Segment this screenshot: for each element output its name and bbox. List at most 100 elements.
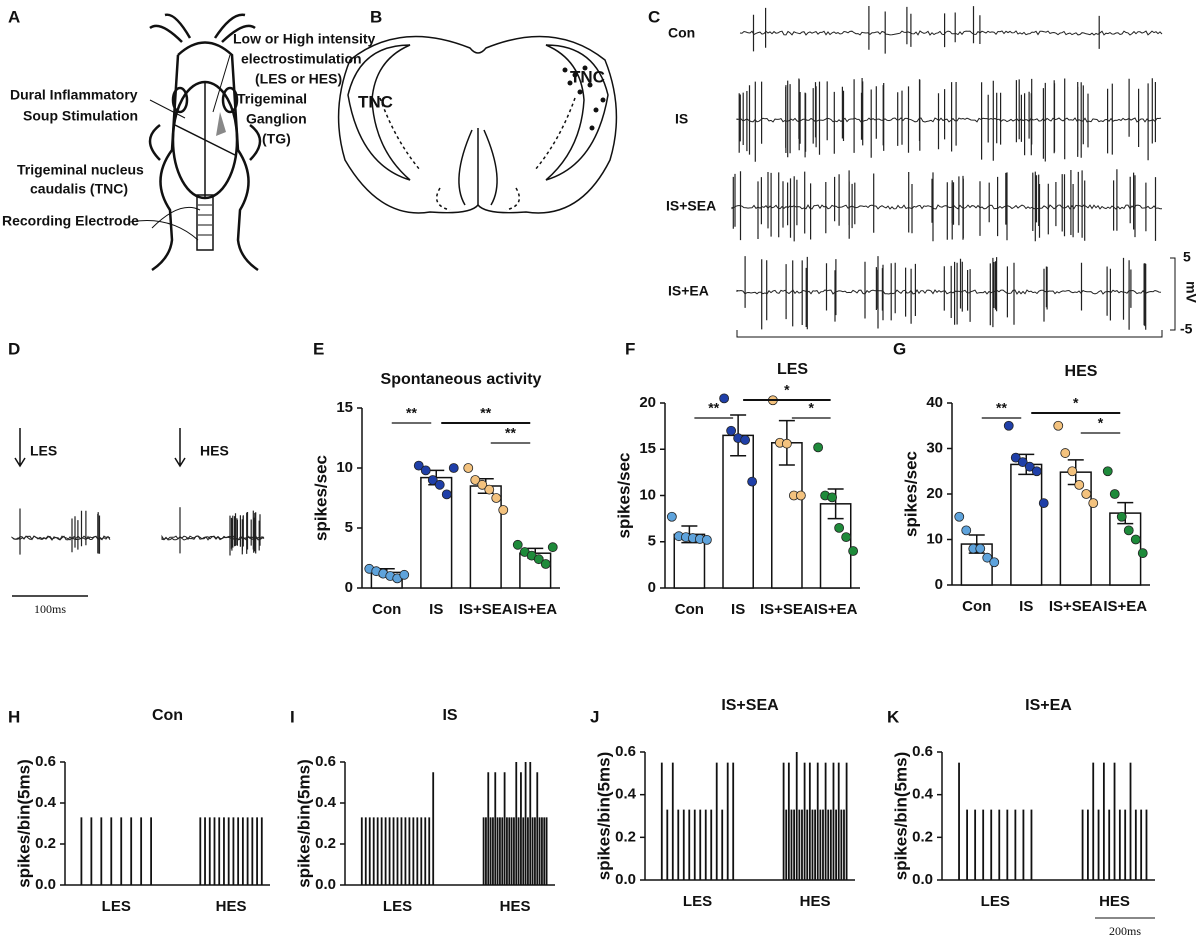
spikes <box>229 510 261 556</box>
trace-label: IS+EA <box>668 283 709 299</box>
bar <box>1010 463 1043 586</box>
label: (TG) <box>262 131 291 147</box>
label: HES <box>200 443 229 459</box>
x-tick-label: IS <box>429 601 443 618</box>
label: Soup Stimulation <box>23 108 138 124</box>
group-label: LES <box>981 893 1010 910</box>
y-tick-label: 0.4 <box>615 786 637 803</box>
y-tick-label: 15 <box>639 440 656 457</box>
data-point <box>1038 498 1049 509</box>
trace-label: IS <box>675 111 688 127</box>
data-point <box>747 476 758 487</box>
y-tick-label: 0.4 <box>35 794 57 811</box>
x-tick-label: IS+SEA <box>459 601 513 618</box>
data-point <box>1102 466 1113 477</box>
label: Trigeminal nucleus <box>17 162 144 178</box>
data-point <box>961 525 972 536</box>
data-point <box>989 557 1000 568</box>
data-point <box>448 463 459 473</box>
chart-title: HES <box>1065 363 1098 380</box>
data-point <box>420 465 431 476</box>
y-tick-label: 0.0 <box>35 876 56 893</box>
data-point <box>1010 452 1021 463</box>
data-point <box>1130 534 1141 545</box>
scale-label: mV <box>1183 281 1199 303</box>
panel-letter: H <box>8 707 20 726</box>
data-point <box>441 489 452 500</box>
y-tick-label: 0.2 <box>35 835 56 852</box>
scale-label: 5 <box>1183 249 1191 265</box>
data-point <box>781 438 792 449</box>
y-tick-label: 0 <box>935 576 943 593</box>
group-label: HES <box>1099 893 1130 910</box>
bar <box>1059 471 1092 586</box>
y-tick-label: 0.6 <box>615 743 636 760</box>
data-point <box>1088 498 1099 509</box>
y-tick-label: 0.0 <box>615 871 636 888</box>
data-point <box>740 435 751 445</box>
y-axis-label: spikes/bin(5ms) <box>14 759 33 888</box>
panel-letter: C <box>648 7 660 26</box>
y-tick-label: 0.4 <box>912 786 934 803</box>
arrows <box>12 428 186 597</box>
head-outline <box>177 41 259 272</box>
group-label: LES <box>683 893 712 910</box>
ears <box>148 124 262 161</box>
label: caudalis (TNC) <box>30 181 128 197</box>
group-label: LES <box>102 898 131 915</box>
y-tick-label: 0.0 <box>912 871 933 888</box>
panel-letter: I <box>290 707 295 726</box>
y-tick-label: 20 <box>639 394 656 411</box>
trace <box>736 289 1162 295</box>
y-tick-label: 10 <box>336 459 353 476</box>
data-point <box>1137 548 1148 559</box>
spikes <box>71 510 101 554</box>
data-point <box>841 532 852 543</box>
spikes <box>732 169 1157 242</box>
midline <box>458 128 498 206</box>
bar <box>722 434 754 589</box>
label: Trigeminal <box>237 91 307 107</box>
data-point <box>427 475 438 485</box>
y-tick-label: 5 <box>345 519 353 536</box>
chart-title: IS+EA <box>1025 697 1072 714</box>
data-point <box>701 535 712 545</box>
y-tick-label: 0.0 <box>315 876 336 893</box>
data-point <box>1109 489 1120 499</box>
x-tick-label: IS+EA <box>513 601 557 618</box>
x-tick-label: Con <box>962 598 991 615</box>
y-tick-label: 15 <box>336 399 353 416</box>
group-label: HES <box>216 898 247 915</box>
chart-title: IS <box>442 707 457 724</box>
data-point <box>1074 479 1085 490</box>
data-point <box>470 475 481 485</box>
segments <box>198 204 212 236</box>
data-point <box>484 484 495 495</box>
significance-label: * <box>1098 415 1104 431</box>
significance-label: ** <box>480 405 491 421</box>
label: electrostimulation <box>241 51 362 67</box>
trace <box>739 30 1163 36</box>
x-tick-label: IS <box>1019 598 1033 615</box>
y-tick-label: 0.6 <box>315 753 336 770</box>
y-tick-label: 0.2 <box>315 835 336 852</box>
whiskers <box>149 13 256 43</box>
y-axis-label: spikes/bin(5ms) <box>294 759 313 888</box>
y-axis-label: spikes/bin(5ms) <box>594 752 613 881</box>
data-point <box>1003 420 1014 431</box>
chart-title: LES <box>777 361 808 378</box>
panel-letter: J <box>590 707 599 726</box>
data-point <box>813 442 824 453</box>
data-point <box>1024 461 1035 472</box>
data-point <box>1116 511 1127 522</box>
y-tick-label: 0 <box>648 579 656 596</box>
significance-label: * <box>784 382 790 398</box>
data-point <box>1123 525 1134 536</box>
eye <box>171 86 189 114</box>
data-point <box>477 479 488 490</box>
data-point <box>463 463 474 473</box>
data-point <box>434 479 445 490</box>
scale-label: 200ms <box>1109 924 1141 938</box>
